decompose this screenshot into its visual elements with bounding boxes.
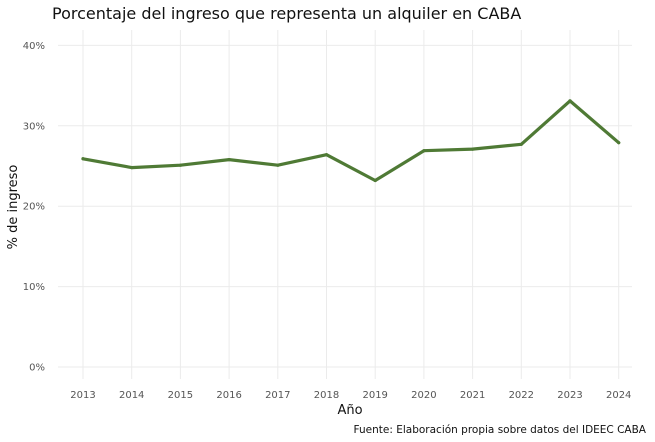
- x-tick-label: 2024: [606, 390, 631, 401]
- x-tick-label: 2023: [557, 390, 582, 401]
- x-tick-label: 2015: [168, 390, 193, 401]
- x-tick-label: 2018: [314, 390, 339, 401]
- data-point: [568, 99, 572, 103]
- y-tick-label: 20%: [23, 202, 45, 213]
- data-point: [178, 163, 182, 167]
- x-tick-label: 2019: [362, 390, 387, 401]
- x-tick-label: 2014: [119, 390, 144, 401]
- x-tick-label: 2020: [411, 390, 436, 401]
- data-point: [276, 163, 280, 167]
- x-tick-label: 2022: [509, 390, 534, 401]
- data-point: [81, 157, 85, 161]
- y-tick-label: 10%: [23, 282, 45, 293]
- data-point: [130, 166, 134, 170]
- data-point: [519, 142, 523, 146]
- axis-ticks: 0% 10% 20% 30% 40% 2013 2014 2015 2016 2017 2018 20…: [23, 41, 632, 401]
- x-tick-label: 2013: [70, 390, 95, 401]
- series-line: [81, 99, 621, 183]
- y-tick-label: 0%: [29, 363, 45, 374]
- source-caption: Fuente: Elaboración propia sobre datos d…: [354, 424, 647, 436]
- x-tick-label: 2021: [460, 390, 485, 401]
- x-tick-label: 2017: [265, 390, 290, 401]
- data-point: [373, 178, 377, 183]
- y-tick-label: 40%: [23, 41, 45, 52]
- data-point: [471, 147, 475, 151]
- y-tick-label: 30%: [23, 121, 45, 132]
- data-point: [227, 157, 231, 162]
- x-tick-label: 2016: [216, 390, 241, 401]
- data-point: [324, 153, 329, 157]
- x-axis-label: Año: [337, 403, 362, 418]
- series-layer: [81, 99, 621, 183]
- chart-title: Porcentaje del ingreso que representa un…: [52, 4, 521, 23]
- data-point: [422, 149, 426, 153]
- y-axis-label: % de ingreso: [6, 165, 21, 250]
- data-point: [617, 141, 621, 145]
- grid-lines: [58, 30, 632, 379]
